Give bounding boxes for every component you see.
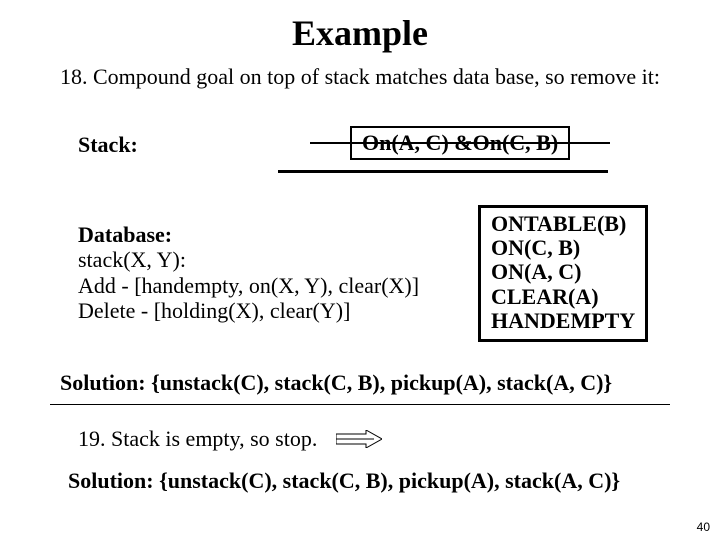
state-box-line: ON(A, C) <box>491 260 635 284</box>
section-divider <box>50 404 670 405</box>
state-box-line: HANDEMPTY <box>491 309 635 333</box>
solution-1: Solution: {unstack(C), stack(C, B), pick… <box>60 370 612 396</box>
page-number: 40 <box>697 520 710 534</box>
strike-line <box>310 142 610 144</box>
step-19-text: 19. Stack is empty, so stop. <box>78 426 317 452</box>
solution-label: Solution: <box>60 370 151 395</box>
state-box-line: ON(C, B) <box>491 236 635 260</box>
database-line: stack(X, Y): <box>78 247 419 272</box>
database-line: Delete - [holding(X), clear(Y)] <box>78 298 419 323</box>
state-box-line: CLEAR(A) <box>491 285 635 309</box>
solution-body: {unstack(C), stack(C, B), pickup(A), sta… <box>159 468 620 493</box>
database-line: Add - [handempty, on(X, Y), clear(X)] <box>78 273 419 298</box>
stack-baseline <box>278 170 608 173</box>
stack-label: Stack: <box>78 132 138 158</box>
solution-label: Solution: <box>68 468 159 493</box>
database-state-box: ONTABLE(B) ON(C, B) ON(A, C) CLEAR(A) HA… <box>478 205 648 342</box>
right-arrow-icon <box>336 430 382 448</box>
step-18-text: 18. Compound goal on top of stack matche… <box>60 64 660 89</box>
solution-body: {unstack(C), stack(C, B), pickup(A), sta… <box>151 370 612 395</box>
slide-title: Example <box>0 12 720 54</box>
slide-root: Example 18. Compound goal on top of stac… <box>0 0 720 540</box>
stack-goal-stricken: On(A, C) &On(C, B) <box>350 126 570 160</box>
database-block: Database: stack(X, Y): Add - [handempty,… <box>78 222 419 323</box>
state-box-line: ONTABLE(B) <box>491 212 635 236</box>
solution-2: Solution: {unstack(C), stack(C, B), pick… <box>68 468 620 494</box>
database-heading: Database: <box>78 222 419 247</box>
